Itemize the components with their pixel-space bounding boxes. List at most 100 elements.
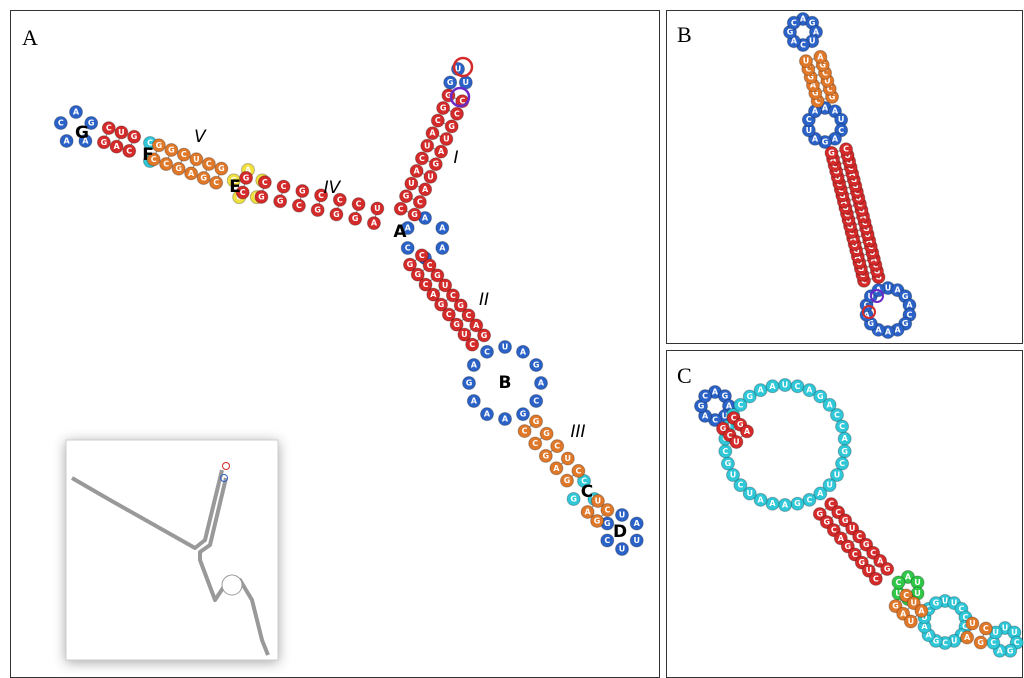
nucleotide-letter: C: [522, 427, 528, 436]
region-label: C: [581, 482, 593, 502]
nucleotide-letter: A: [371, 219, 378, 228]
nucleotide-letter: G: [200, 174, 207, 183]
nucleotide-letter: C: [181, 150, 187, 159]
nucleotide-letter: A: [439, 224, 446, 233]
nucleotide-letter: A: [430, 290, 437, 299]
nucleotide-letter: C: [722, 447, 728, 456]
nucleotide-letter: C: [405, 244, 411, 253]
nucleotide-letter: C: [281, 182, 287, 191]
nucleotide-letter: A: [817, 52, 824, 61]
nucleotide-letter: A: [826, 400, 833, 409]
nucleotide-letter: C: [834, 411, 840, 420]
nucleotide-letter: G: [884, 565, 891, 574]
nucleotide-letter: G: [977, 638, 984, 647]
nucleotide-letter: A: [885, 328, 892, 337]
nucleotide-letter: U: [730, 471, 737, 480]
nucleotide-letter: G: [794, 499, 801, 508]
nucleotide-letter: G: [466, 379, 473, 388]
nucleotide-letter: A: [438, 147, 445, 156]
nucleotide-letter: G: [933, 599, 940, 608]
nucleotide-letter: U: [408, 179, 415, 188]
figure: A B C AAAUCAUAGACGAAAGACUAUUCGAGAACAAUUG…: [0, 0, 1024, 678]
nucleotide-letter: G: [414, 270, 421, 279]
nucleotide-letter: C: [126, 146, 132, 155]
nucleotide-letter: C: [262, 178, 268, 187]
nucleotide-letter: U: [442, 281, 449, 290]
nucleotide-letter: G: [453, 320, 460, 329]
nucleotide-letter: C: [942, 639, 948, 648]
nucleotide-letter: G: [841, 447, 848, 456]
panel-label: C: [677, 363, 692, 388]
nucleotide-letter: G: [520, 410, 527, 419]
nucleotide-letter: G: [817, 392, 824, 401]
nucleotide-letter: A: [63, 136, 70, 145]
nucleotide-letter: G: [333, 210, 340, 219]
nucleotide-letter: A: [471, 397, 478, 406]
nucleotide-letter: A: [634, 519, 641, 528]
nucleotide-letter: A: [429, 129, 436, 138]
nucleotide-letter: C: [983, 624, 989, 633]
nucleotide-letter: G: [594, 516, 601, 525]
nucleotide-letter: C: [356, 200, 362, 209]
nucleotide-letter: A: [188, 169, 195, 178]
region-label: B: [499, 373, 512, 393]
nucleotide-letter: C: [450, 291, 456, 300]
nucleotide-letter: C: [419, 154, 425, 163]
nucleotide-letter: G: [448, 122, 455, 131]
nucleotide-letter: U: [565, 454, 572, 463]
nucleotide-letter: C: [702, 392, 708, 401]
nucleotide-letter: C: [903, 591, 909, 600]
nucleotide-letter: G: [411, 210, 418, 219]
nucleotide-letter: C: [213, 178, 219, 187]
nucleotide-letter: G: [156, 141, 163, 150]
nucleotide-letter: A: [817, 489, 824, 498]
nucleotide-letter: C: [990, 638, 996, 647]
nucleotide-letter: C: [843, 145, 849, 154]
nucleotide-letter: C: [163, 160, 169, 169]
nucleotide-letter: U: [118, 128, 125, 137]
nucleotide-letter: U: [992, 628, 999, 637]
nucleotide-letter: G: [258, 192, 265, 201]
nucleotide-letter: C: [296, 201, 302, 210]
nucleotide-letter: U: [595, 497, 602, 506]
inset-frame: [66, 440, 278, 660]
nucleotide-letter: G: [352, 214, 359, 223]
nucleotide-letter: G: [243, 173, 250, 182]
nucleotide-letter: U: [619, 511, 626, 520]
nucleotide-letter: C: [737, 400, 743, 409]
nucleotide-letter: U: [1011, 628, 1018, 637]
nucleotide-letter: C: [791, 18, 797, 27]
region-label: F: [142, 145, 154, 165]
nucleotide-letter: G: [299, 187, 306, 196]
arm-label: IV: [324, 178, 342, 198]
nucleotide-letter: U: [193, 155, 200, 164]
nucleotide-letter: A: [414, 166, 421, 175]
nucleotide-letter: A: [712, 388, 719, 397]
nucleotide-letter: A: [520, 347, 527, 356]
nucleotide-letter: C: [533, 397, 539, 406]
nucleotide-letter: U: [746, 489, 753, 498]
nucleotide-letter: U: [911, 599, 918, 608]
nucleotide-letter: A: [471, 361, 478, 370]
nucleotide-letter: A: [484, 410, 491, 419]
nucleotide-letter: G: [440, 103, 447, 112]
nucleotide-letter: G: [314, 205, 321, 214]
nucleotide-letter: C: [58, 119, 64, 128]
nucleotide-letter: G: [457, 301, 464, 310]
nucleotide-letter: C: [423, 280, 429, 289]
nucleotide-letter: C: [106, 124, 112, 133]
nucleotide-letter: G: [543, 429, 550, 438]
nucleotide-letter: U: [826, 481, 833, 490]
nucleotide-letter: C: [795, 382, 801, 391]
nucleotide-letter: G: [892, 602, 899, 611]
nucleotide-letter: C: [737, 481, 743, 490]
nucleotide-letter: G: [828, 148, 835, 157]
nucleotide-letter: U: [374, 204, 381, 213]
nucleotide-letter: U: [803, 57, 810, 66]
nucleotide-letter: A: [806, 386, 813, 395]
nucleotide-letter: G: [403, 192, 410, 201]
nucleotide-letter: U: [461, 330, 468, 339]
arm-label: I: [453, 148, 458, 168]
nucleotide-letter: A: [744, 427, 751, 436]
nucleotide-letter: U: [733, 437, 740, 446]
